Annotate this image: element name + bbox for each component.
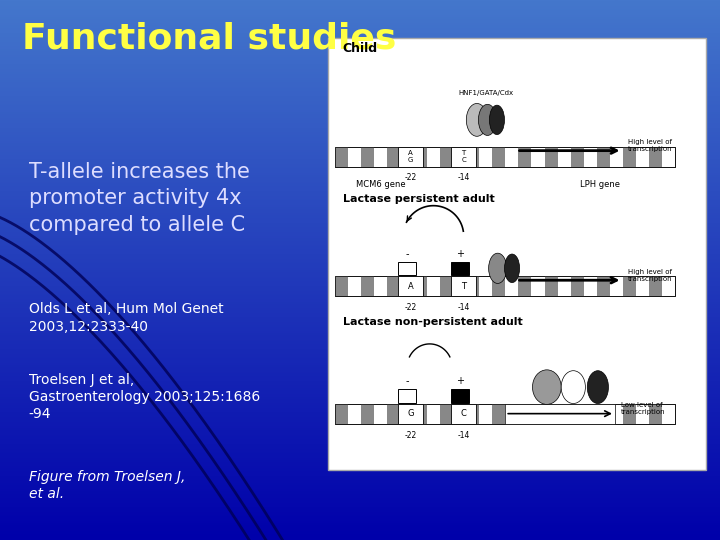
Text: G: G [408,157,413,163]
Text: -14: -14 [457,173,470,183]
Text: -14: -14 [457,303,470,312]
Text: Figure from Troelsen J,
et al.: Figure from Troelsen J, et al. [29,470,185,501]
Bar [466,404,479,423]
Bar [361,147,374,166]
Bar [361,404,374,423]
Text: Functional studies: Functional studies [22,22,396,56]
Text: Lactase non-persistent adult: Lactase non-persistent adult [343,317,523,327]
Bar [597,404,610,423]
Bar [623,147,636,166]
Text: Lactase persistent adult: Lactase persistent adult [343,194,495,204]
Text: -14: -14 [457,430,470,440]
Text: -22: -22 [405,430,417,440]
Bar [335,276,675,296]
Text: HNF1/GATA/Cdx: HNF1/GATA/Cdx [459,90,514,96]
Text: High level of
transcription: High level of transcription [628,139,672,152]
Bar [544,276,557,296]
Bar [387,147,400,166]
Bar [361,276,374,296]
Bar [440,147,453,166]
Bar [440,276,453,296]
Ellipse shape [588,370,608,403]
Text: Troelsen J et al,
Gastroenterology 2003;125:1686
-94: Troelsen J et al, Gastroenterology 2003;… [29,373,260,421]
Bar [398,404,423,423]
Bar [335,276,675,296]
Bar [335,404,675,423]
Bar [649,147,662,166]
Text: A: A [408,150,413,156]
Bar [335,147,675,166]
Text: T-allele increases the
promoter activity 4x
compared to allele C: T-allele increases the promoter activity… [29,162,250,235]
Text: T: T [462,282,466,291]
Ellipse shape [561,370,585,403]
Text: G: G [408,409,414,418]
Bar [335,276,348,296]
Bar [328,38,706,470]
Bar [451,389,469,402]
Bar [518,147,531,166]
Bar [571,404,584,423]
Bar [398,261,416,275]
Ellipse shape [490,105,505,134]
Bar [597,147,610,166]
Bar [571,147,584,166]
Bar [492,147,505,166]
Bar [649,276,662,296]
Ellipse shape [489,253,507,284]
Bar [387,276,400,296]
Text: Child: Child [343,42,378,55]
Bar [451,147,476,166]
Text: T: T [462,150,466,156]
Ellipse shape [505,254,520,282]
Bar [414,147,427,166]
Bar [414,276,427,296]
Bar [335,404,348,423]
Bar [466,276,479,296]
Text: C: C [461,409,467,418]
Text: -22: -22 [405,303,417,312]
Text: High level of
transcription: High level of transcription [628,268,672,281]
Bar [492,404,505,423]
Text: +: + [456,249,464,259]
Text: A: A [408,282,413,291]
Bar [398,389,416,402]
Bar [492,276,505,296]
Text: +: + [456,376,464,386]
Text: C: C [462,157,466,163]
Bar [623,404,636,423]
Text: -: - [405,376,409,386]
Bar [518,404,531,423]
Bar [387,404,400,423]
Bar [335,147,348,166]
Bar [451,404,476,423]
Bar [649,404,662,423]
Bar [335,404,675,423]
Bar [544,404,557,423]
Text: Olds L et al, Hum Mol Genet
2003,12:2333-40: Olds L et al, Hum Mol Genet 2003,12:2333… [29,302,223,334]
Ellipse shape [478,104,497,136]
Bar [440,404,453,423]
Bar [398,147,423,166]
Bar [451,276,476,296]
Bar [518,276,531,296]
Ellipse shape [533,370,561,404]
Bar [597,276,610,296]
Bar [544,147,557,166]
Bar [451,261,469,275]
Ellipse shape [467,104,487,136]
Bar [335,147,675,166]
Text: -22: -22 [405,173,417,183]
Bar [571,276,584,296]
Bar [398,276,423,296]
Bar [466,147,479,166]
Text: -: - [405,249,409,259]
Bar [414,404,427,423]
Bar [505,404,615,423]
Text: Low level of
transcription: Low level of transcription [621,402,665,415]
Bar [623,276,636,296]
Text: LPH gene: LPH gene [580,180,620,190]
Text: MCM6 gene: MCM6 gene [356,180,405,190]
